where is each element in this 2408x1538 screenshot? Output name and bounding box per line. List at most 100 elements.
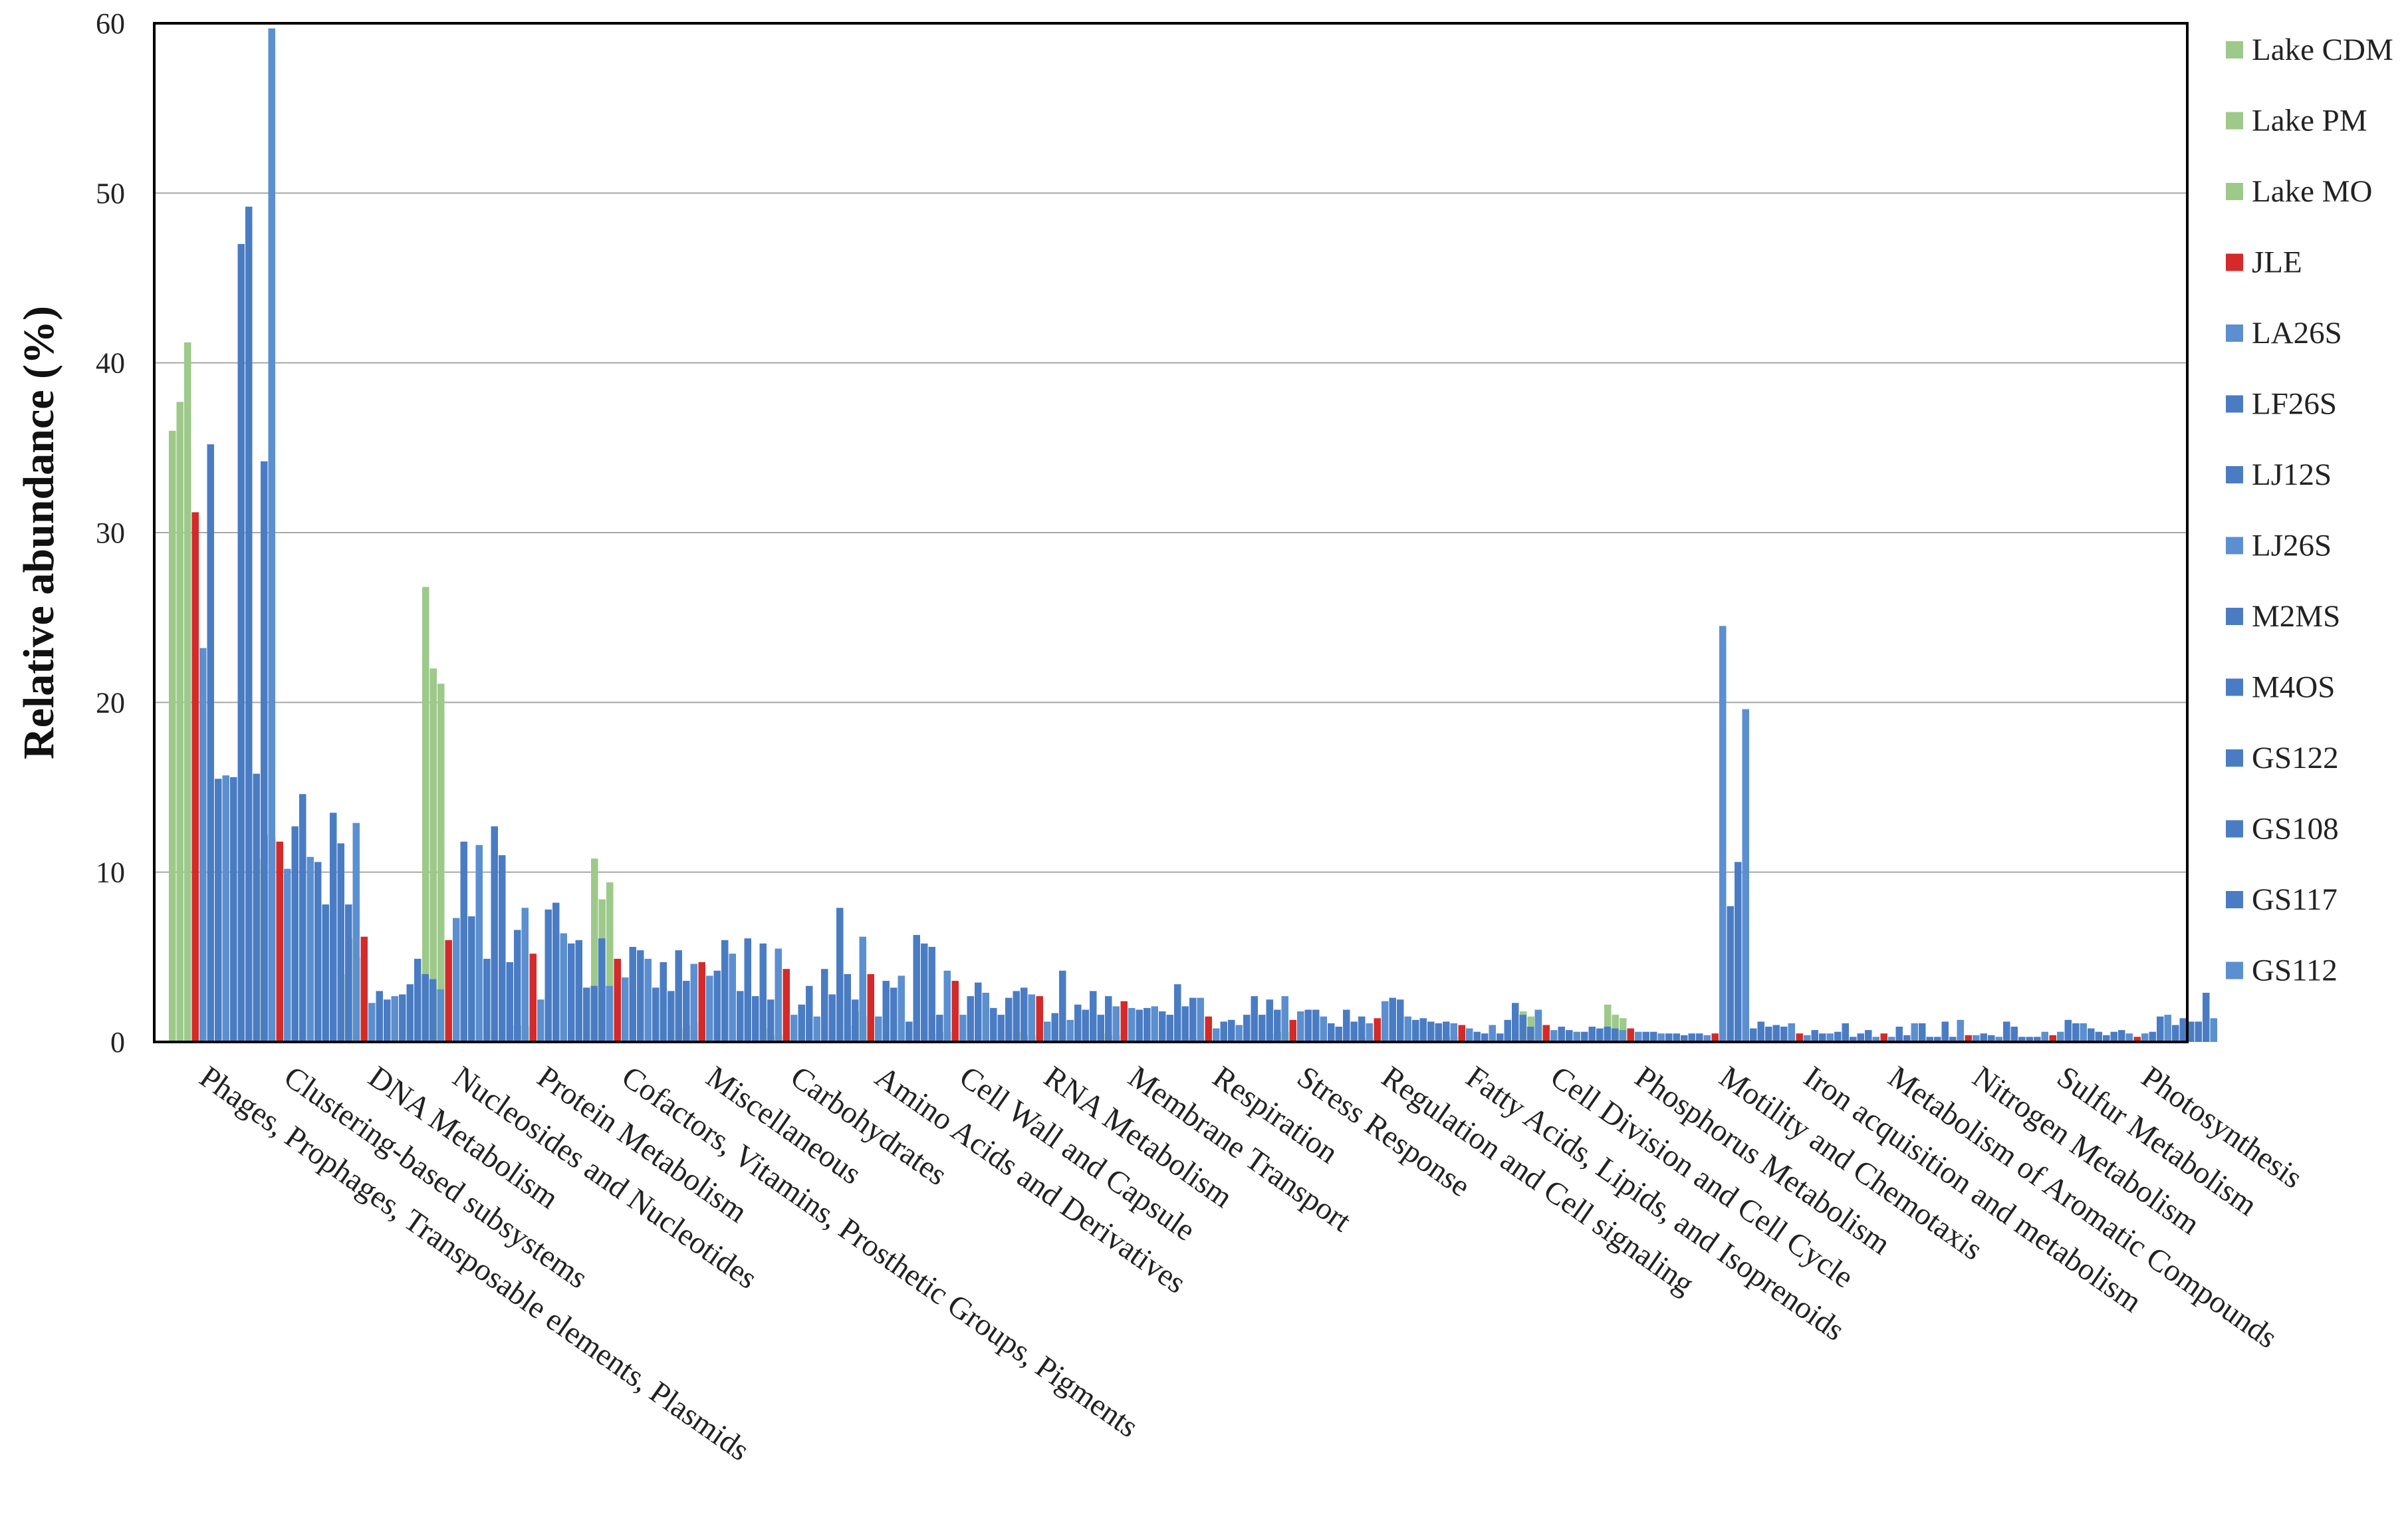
bar <box>1374 1018 1381 1042</box>
bar <box>1895 1027 1903 1042</box>
bar <box>1274 1009 1281 1042</box>
bar <box>1581 1031 1588 1042</box>
bar <box>2195 1021 2202 1042</box>
bar <box>422 586 429 1042</box>
bar <box>1350 1021 1358 1042</box>
bar <box>2026 1037 2033 1042</box>
bar <box>2103 1035 2110 1042</box>
bar <box>1612 1015 1619 1042</box>
bar <box>1857 1033 1864 1042</box>
bar <box>1419 1018 1427 1042</box>
bar <box>783 969 790 1042</box>
bar <box>591 858 598 1042</box>
bar <box>1719 626 1727 1042</box>
bar <box>598 938 606 1042</box>
bar <box>253 773 260 1042</box>
legend-label: GS112 <box>2252 954 2338 988</box>
bar <box>936 1015 943 1042</box>
bar <box>2187 1021 2195 1042</box>
bar <box>859 936 866 1042</box>
bar <box>1673 1033 1680 1042</box>
bar <box>2080 1023 2087 1042</box>
bar <box>207 444 214 1042</box>
bar <box>1159 1011 1166 1042</box>
bar <box>337 843 344 1042</box>
bar <box>506 962 513 1042</box>
bar <box>1804 1035 1811 1042</box>
bar <box>1128 1007 1136 1042</box>
bar <box>921 943 928 1042</box>
legend: Lake CDM Lake PM Lake MO JLE LA26S LF26S LJ12S… <box>2226 33 2393 988</box>
bar <box>1742 709 1749 1042</box>
bar <box>890 987 898 1042</box>
bar <box>2003 1021 2010 1042</box>
bar <box>176 402 183 1042</box>
bar <box>706 975 713 1042</box>
bar <box>1251 996 1258 1042</box>
bar <box>905 1021 913 1042</box>
bar <box>199 648 207 1042</box>
bar <box>1619 1030 1626 1042</box>
bar <box>445 940 452 1042</box>
bar <box>997 1015 1005 1042</box>
bar <box>1627 1028 1634 1042</box>
bar <box>1136 1009 1143 1042</box>
bar <box>575 940 582 1042</box>
bar <box>1235 1025 1243 1042</box>
y-tick-label: 20 <box>96 686 125 719</box>
bar <box>943 970 951 1042</box>
legend-label: M2MS <box>2252 599 2340 634</box>
bar <box>1266 999 1273 1042</box>
bar <box>1949 1037 1957 1042</box>
bar <box>1097 1015 1104 1042</box>
bar <box>1312 1009 1320 1042</box>
bar <box>798 1004 805 1042</box>
bar <box>1074 1004 1082 1042</box>
bar <box>2210 1018 2217 1042</box>
bar <box>1911 1023 1918 1042</box>
bar <box>1919 1023 1926 1042</box>
legend-swatch <box>2226 891 2243 908</box>
bar <box>652 987 660 1042</box>
bar <box>1872 1037 1879 1042</box>
y-tick-label: 60 <box>96 7 125 40</box>
bar <box>1566 1030 1573 1042</box>
y-tick-label: 10 <box>96 856 125 889</box>
bar <box>2018 1037 2026 1042</box>
legend-swatch <box>2226 820 2243 838</box>
bar <box>790 1015 798 1042</box>
bar <box>729 954 736 1042</box>
bar <box>2133 1037 2141 1042</box>
bar <box>637 950 644 1042</box>
bar <box>1189 997 1197 1042</box>
bar <box>1519 1015 1526 1042</box>
bar <box>1412 1019 1419 1042</box>
bar <box>1788 1023 1795 1042</box>
bar <box>2064 1019 2072 1042</box>
bar <box>1382 1001 1389 1042</box>
bar <box>345 904 352 1042</box>
bar <box>1450 1023 1457 1042</box>
bar <box>1435 1023 1442 1042</box>
bar <box>222 775 229 1042</box>
bar <box>1443 1021 1450 1042</box>
bar <box>1711 1033 1719 1042</box>
bar <box>1389 997 1396 1042</box>
bar <box>644 958 652 1042</box>
bar <box>1980 1033 1987 1042</box>
bar <box>1880 1033 1887 1042</box>
bar <box>606 985 613 1042</box>
bar <box>1458 1025 1465 1042</box>
bar <box>406 984 414 1042</box>
bar <box>1174 984 1181 1042</box>
bar <box>1988 1035 1995 1042</box>
bar <box>560 933 567 1042</box>
bar <box>1681 1035 1688 1042</box>
bar <box>1573 1031 1580 1042</box>
bar <box>975 982 982 1042</box>
bar <box>775 948 782 1042</box>
bar <box>1703 1035 1711 1042</box>
bar <box>1819 1033 1826 1042</box>
bar <box>1542 1025 1550 1042</box>
bar <box>521 908 529 1042</box>
